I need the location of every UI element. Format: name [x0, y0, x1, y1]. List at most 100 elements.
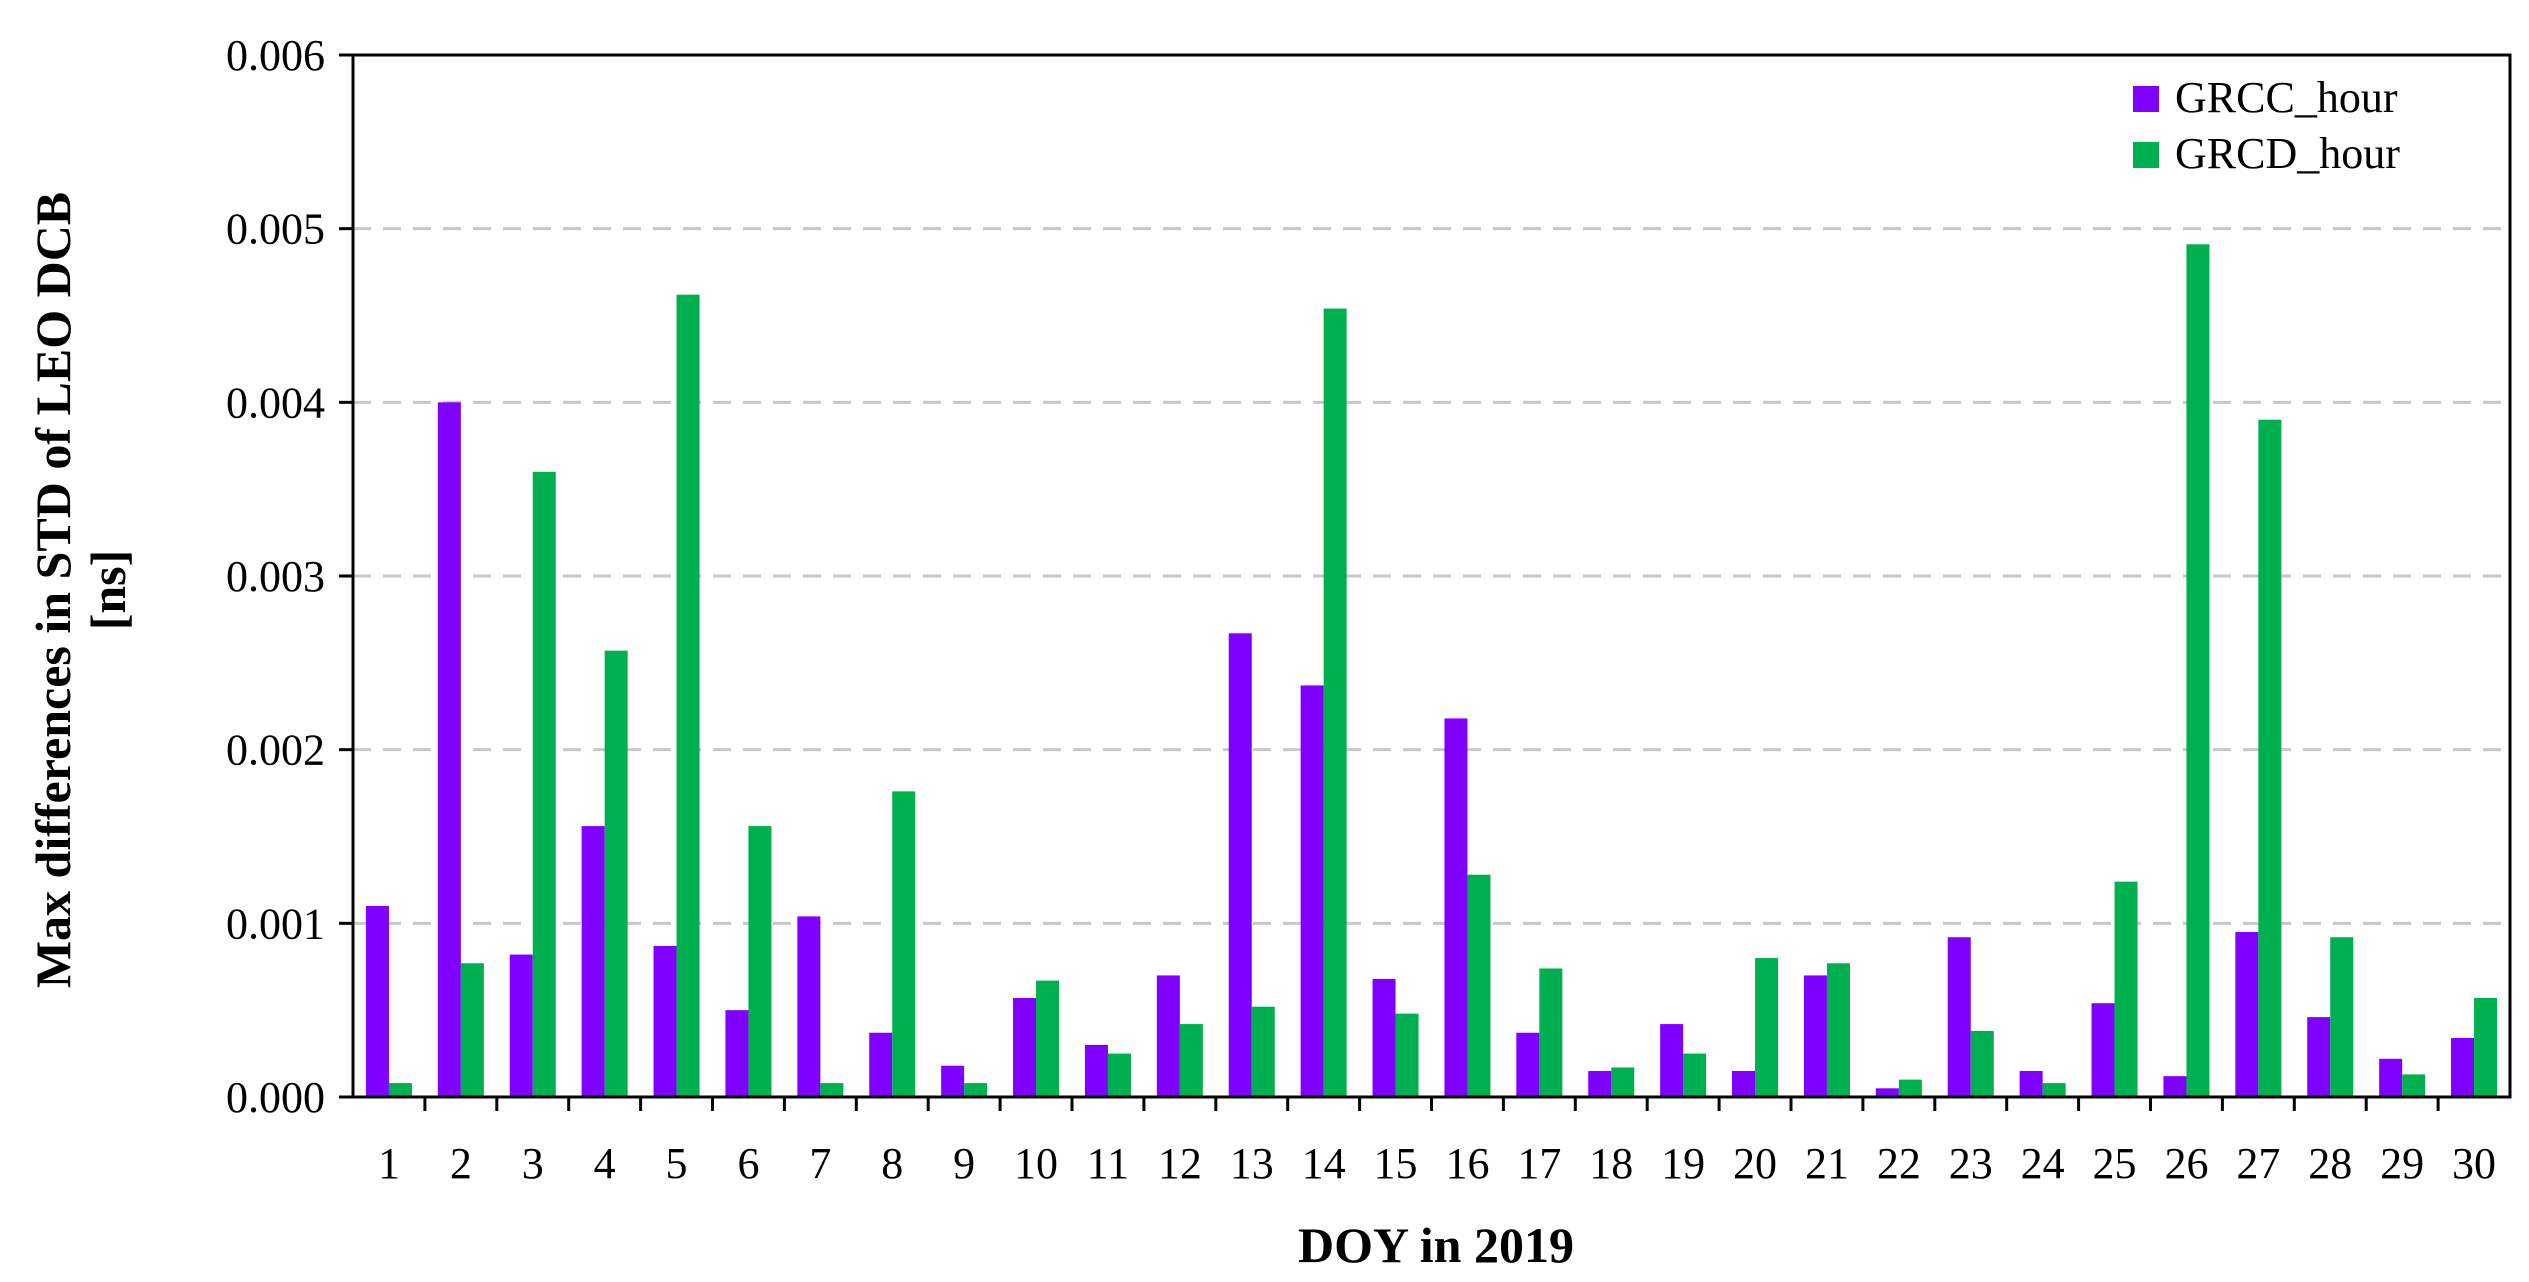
bar-grcc: [2091, 1003, 2115, 1097]
legend-swatch-grcc: [2133, 86, 2159, 112]
legend: GRCC_hour GRCD_hour: [2133, 73, 2400, 178]
bar-grcc: [1084, 1044, 1108, 1097]
bar-grcc: [509, 954, 533, 1097]
bar-grcd: [820, 1083, 844, 1097]
bar-grcd: [1323, 308, 1347, 1097]
bar-grcc: [2379, 1058, 2403, 1097]
x-tick-label: 15: [1374, 1139, 1418, 1188]
bar-grcc: [2019, 1070, 2043, 1097]
x-tick-label: 27: [2236, 1139, 2280, 1188]
y-tick-label: 0.005: [226, 205, 325, 254]
y-tick-label: 0.006: [226, 31, 325, 80]
bar-grcd: [2474, 998, 2498, 1097]
bar-grcd: [676, 294, 700, 1097]
bars: [365, 244, 2498, 1098]
bar-grcd: [1826, 963, 1850, 1097]
bar-grcd: [1970, 1031, 1994, 1097]
x-tick-label: 26: [2164, 1139, 2208, 1188]
bar-grcc: [437, 402, 461, 1097]
legend-label-grcd: GRCD_hour: [2175, 129, 2400, 178]
bar-grcc: [1947, 937, 1971, 1097]
x-tick-label: 3: [522, 1139, 544, 1188]
bar-grcc: [2451, 1037, 2475, 1097]
bar-grcd: [1683, 1053, 1707, 1097]
bar-grcd: [1107, 1053, 1131, 1097]
x-tick-label: 4: [594, 1139, 616, 1188]
bar-grcc: [2235, 932, 2259, 1097]
bar-grcd: [604, 650, 628, 1097]
bar-grcc: [1156, 975, 1180, 1097]
bar-grcc: [653, 945, 677, 1097]
bar-grcd: [2186, 244, 2210, 1098]
bar-grcd: [2402, 1074, 2426, 1097]
x-tick-label: 25: [2093, 1139, 2137, 1188]
bar-grcd: [1611, 1067, 1635, 1097]
bar-grcc: [1516, 1032, 1540, 1097]
bar-grcc: [2163, 1076, 2187, 1097]
bar-grcc: [941, 1065, 965, 1097]
bar-grcc: [797, 916, 821, 1097]
y-axis-title-line2: [ns]: [80, 550, 136, 631]
y-tick-label: 0.004: [226, 378, 325, 427]
bar-grcd: [1539, 968, 1563, 1097]
bar-grcd: [2042, 1083, 2066, 1097]
x-tick-label: 30: [2452, 1139, 2496, 1188]
bar-grcd: [748, 826, 772, 1097]
x-axis-title: DOY in 2019: [1298, 1217, 1574, 1273]
x-tick-label: 9: [953, 1139, 975, 1188]
bar-grcc: [1013, 998, 1037, 1097]
x-tick-label: 28: [2308, 1139, 2352, 1188]
bar-grcd: [1179, 1024, 1203, 1097]
x-tick-label: 29: [2380, 1139, 2424, 1188]
x-tick-label: 7: [809, 1139, 831, 1188]
bar-grcc: [1372, 978, 1396, 1097]
x-tick-label: 22: [1877, 1139, 1921, 1188]
bar-grcd: [964, 1083, 988, 1097]
bar-grcd: [388, 1083, 412, 1097]
y-tick-label: 0.001: [226, 899, 325, 948]
x-tick-label: 24: [2021, 1139, 2065, 1188]
bar-grcc: [1875, 1088, 1899, 1097]
bar-grcd: [892, 791, 916, 1097]
plot-frame: [351, 53, 2512, 1099]
bar-grcc: [725, 1010, 749, 1097]
bar-grcd: [1395, 1013, 1419, 1097]
bar-grcd: [1467, 874, 1491, 1097]
x-tick-label: 13: [1230, 1139, 1274, 1188]
x-tick-label: 23: [1949, 1139, 1993, 1188]
bar-grcc: [365, 905, 389, 1097]
y-tick-label: 0.003: [226, 552, 325, 601]
y-tick-label: 0.000: [226, 1073, 325, 1122]
bar-grcc: [1444, 718, 1468, 1097]
axes: [339, 53, 2512, 1111]
x-tick-label: 10: [1014, 1139, 1058, 1188]
bar-grcc: [1228, 633, 1252, 1097]
x-tick-label: 1: [378, 1139, 400, 1188]
legend-swatch-grcd: [2133, 142, 2159, 168]
x-tick-label: 11: [1087, 1139, 1129, 1188]
bar-grcc: [1660, 1024, 1684, 1097]
bar-grcc: [2307, 1017, 2331, 1097]
bar-grcd: [1898, 1079, 1922, 1097]
bar-grcd: [2258, 419, 2282, 1097]
bar-grcc: [1732, 1070, 1756, 1097]
x-tick-label: 5: [666, 1139, 688, 1188]
bar-grcd: [460, 963, 484, 1097]
bar-grcc: [1300, 685, 1324, 1097]
bar-grcd: [1755, 958, 1779, 1097]
x-tick-label: 16: [1445, 1139, 1489, 1188]
bar-grcd: [2330, 937, 2354, 1097]
x-tick-label: 12: [1158, 1139, 1202, 1188]
bar-grcd: [532, 471, 556, 1097]
legend-label-grcc: GRCC_hour: [2175, 73, 2398, 122]
bar-grcc: [1803, 975, 1827, 1097]
x-tick-label: 21: [1805, 1139, 1849, 1188]
x-tick-label: 2: [450, 1139, 472, 1188]
x-tick-label: 17: [1517, 1139, 1561, 1188]
x-tick-label: 18: [1589, 1139, 1633, 1188]
bar-grcc: [869, 1032, 893, 1097]
y-axis-title-line1: Max differences in STD of LEO DCB: [25, 192, 81, 988]
bar-grcd: [1251, 1006, 1275, 1097]
x-tick-label: 8: [881, 1139, 903, 1188]
